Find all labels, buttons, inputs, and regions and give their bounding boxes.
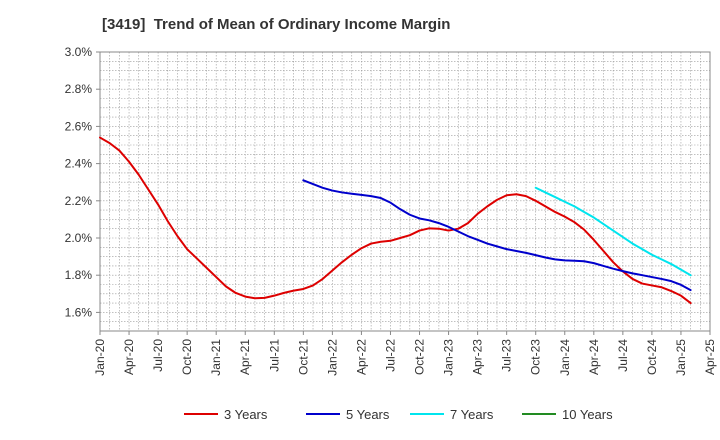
x-tick-label: Jan-22 [325,339,339,376]
x-tick-label: Oct-22 [413,339,427,375]
y-tick-label: 2.0% [65,231,93,245]
x-tick-label: Jul-20 [151,339,165,372]
x-tick-label: Apr-21 [238,339,252,375]
legend-label: 7 Years [450,407,494,422]
x-tick-label: Apr-20 [122,339,136,375]
y-tick-label: 2.2% [65,194,93,208]
x-tick-label: Apr-23 [471,339,485,375]
series-line-7-years [534,186,692,277]
y-tick-label: 3.0% [65,45,93,59]
x-tick-label: Jul-22 [383,339,397,372]
x-tick-label: Jan-20 [93,339,107,376]
x-tick-label: Jan-23 [442,339,456,376]
legend-label: 5 Years [346,407,390,422]
x-tick-label: Jan-24 [558,339,572,376]
y-tick-label: 1.8% [65,268,93,282]
x-tick-label: Oct-23 [529,339,543,375]
y-tick-label: 2.8% [65,82,93,96]
x-tick-label: Apr-24 [587,339,601,375]
x-tick-label: Jul-21 [267,339,281,372]
legend-item-7-years: 7 Years [410,407,494,422]
plot-frame [99,51,711,332]
x-tick-label: Apr-25 [703,339,717,375]
y-tick-label: 2.6% [65,119,93,133]
x-tick-label: Jan-25 [674,339,688,376]
series-line-3-years [99,136,692,305]
chart-title: [3419] Trend of Mean of Ordinary Income … [102,16,451,33]
y-tick-label: 1.6% [65,305,93,319]
x-tick-label: Jan-21 [209,339,223,376]
legend-item-10-years: 10 Years [522,407,613,422]
series-line-5-years [302,179,692,292]
y-tick-label: 2.4% [65,157,93,171]
x-tick-label: Jul-24 [616,339,630,372]
x-tick-label: Oct-24 [645,339,659,375]
x-tick-label: Oct-21 [296,339,310,375]
legend-item-5-years: 5 Years [306,407,390,422]
legend-item-3-years: 3 Years [184,407,268,422]
legend-label: 3 Years [224,407,268,422]
legend-label: 10 Years [562,407,613,422]
x-tick-label: Jul-23 [500,339,514,372]
x-tick-label: Oct-20 [180,339,194,375]
x-tick-label: Apr-22 [354,339,368,375]
